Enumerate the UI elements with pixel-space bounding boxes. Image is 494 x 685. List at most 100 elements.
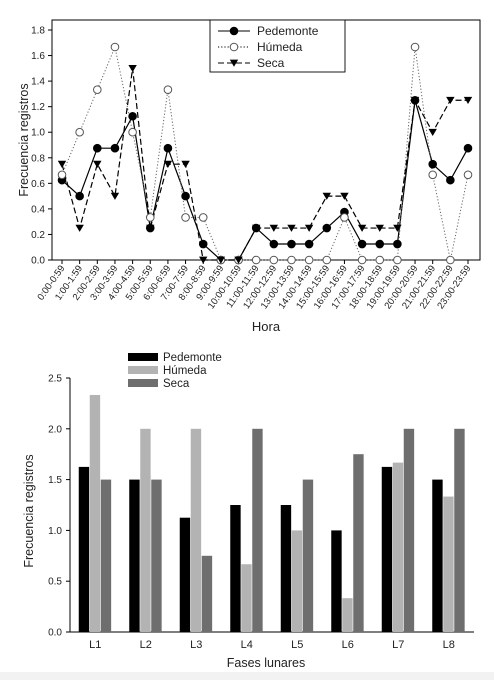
bar-húmeda (140, 428, 151, 632)
data-point (251, 255, 261, 265)
legend-label: Pedemonte (163, 352, 222, 364)
x-tick-label: L8 (443, 639, 455, 651)
y-tick-label: 0.4 (31, 204, 45, 215)
data-point (181, 191, 190, 201)
legend-marker (229, 26, 239, 36)
y-tick-label: 0.2 (31, 230, 45, 241)
data-point (163, 85, 173, 94)
y-tick-label: 1.0 (31, 128, 45, 139)
legend-swatch (128, 366, 158, 374)
data-point (181, 160, 190, 168)
line-x-axis-title: Hora (252, 319, 281, 334)
data-point (340, 213, 349, 222)
y-tick-label: 2.5 (48, 374, 62, 385)
data-point (428, 170, 437, 180)
x-tick-label: L1 (89, 639, 101, 651)
legend-swatch (128, 353, 158, 361)
bar-pedemonte (129, 479, 140, 632)
data-point (216, 256, 226, 264)
data-point (463, 96, 473, 105)
data-point (446, 96, 455, 105)
y-tick-label: 1.2 (31, 102, 45, 113)
y-tick-label: 1.5 (48, 475, 62, 486)
y-tick-label: 2.0 (48, 424, 62, 435)
data-point (75, 191, 84, 201)
bar-húmeda (89, 394, 101, 632)
data-point (446, 175, 455, 185)
x-tick-label: L4 (241, 639, 253, 651)
bar-húmeda (342, 598, 353, 632)
series-line (61, 68, 468, 261)
x-tick-label: L7 (392, 639, 404, 651)
bar-seca (252, 428, 263, 632)
data-point (128, 111, 137, 121)
data-point (287, 255, 296, 265)
data-point (269, 255, 279, 265)
series-húmeda (61, 45, 469, 261)
bar-y-axis: 0.0 0.5 1.0 1.5 2.0 2.5 (48, 374, 70, 639)
data-point (57, 160, 67, 168)
bar-seca (201, 555, 213, 632)
data-point (463, 170, 473, 180)
data-point (128, 64, 137, 73)
data-point (163, 143, 173, 153)
bar-seca (403, 428, 415, 632)
data-point (322, 192, 331, 200)
bar-pedemonte (432, 479, 443, 632)
bar-seca (454, 428, 465, 632)
bar-seca (302, 479, 314, 632)
data-point (269, 239, 279, 249)
data-point (128, 127, 137, 137)
bar-y-axis-title: Frecuencia registros (22, 454, 36, 567)
legend-label: Pedemonte (257, 24, 319, 38)
bar-seca (353, 454, 364, 632)
footer-band (0, 672, 494, 680)
data-point (393, 239, 402, 249)
y-tick-label: 0.0 (48, 628, 62, 639)
legend-marker (229, 59, 239, 67)
data-point (375, 224, 384, 232)
bar-pedemonte (230, 505, 241, 632)
y-tick-label: 0.0 (31, 256, 45, 267)
line-y-axis-title: Frecuencia registros (17, 83, 31, 196)
bar-húmeda (443, 496, 454, 632)
data-point (357, 255, 367, 265)
series-seca (61, 68, 468, 261)
legend-label: Seca (257, 56, 285, 70)
bar-x-axis: L1 L2 L3 L4 L5 L6 L7 L8 (89, 639, 455, 651)
y-tick-label: 1.4 (31, 77, 45, 88)
x-tick-label: L5 (291, 639, 303, 651)
series-line (61, 45, 469, 261)
data-point (145, 213, 155, 222)
bar-pedemonte (381, 466, 393, 632)
series-line (61, 100, 469, 261)
data-point (322, 255, 332, 265)
data-point (304, 255, 314, 265)
y-tick-label: 1.0 (48, 526, 62, 537)
data-point (251, 224, 261, 232)
y-tick-label: 0.6 (31, 179, 45, 190)
series-markers-seca (57, 64, 473, 264)
data-point (198, 239, 208, 249)
data-point (446, 255, 455, 265)
data-point (428, 128, 437, 137)
data-point (163, 160, 173, 168)
data-point (110, 143, 120, 153)
data-point (357, 239, 367, 249)
bar-húmeda (392, 462, 404, 632)
data-point (357, 224, 367, 232)
bar-húmeda (190, 428, 202, 632)
bar-seca (151, 479, 162, 632)
series-pedemonte (61, 100, 469, 261)
y-tick-label: 1.6 (31, 51, 45, 62)
legend-label: Seca (163, 378, 190, 390)
data-point (410, 42, 420, 52)
data-point (393, 224, 402, 232)
line-x-axis: 0:00-0:591:00-1:592:00-2:593:00-3:594:00… (35, 260, 473, 311)
data-point (93, 160, 102, 168)
data-point (287, 239, 296, 249)
bar-pedemonte (78, 466, 90, 632)
